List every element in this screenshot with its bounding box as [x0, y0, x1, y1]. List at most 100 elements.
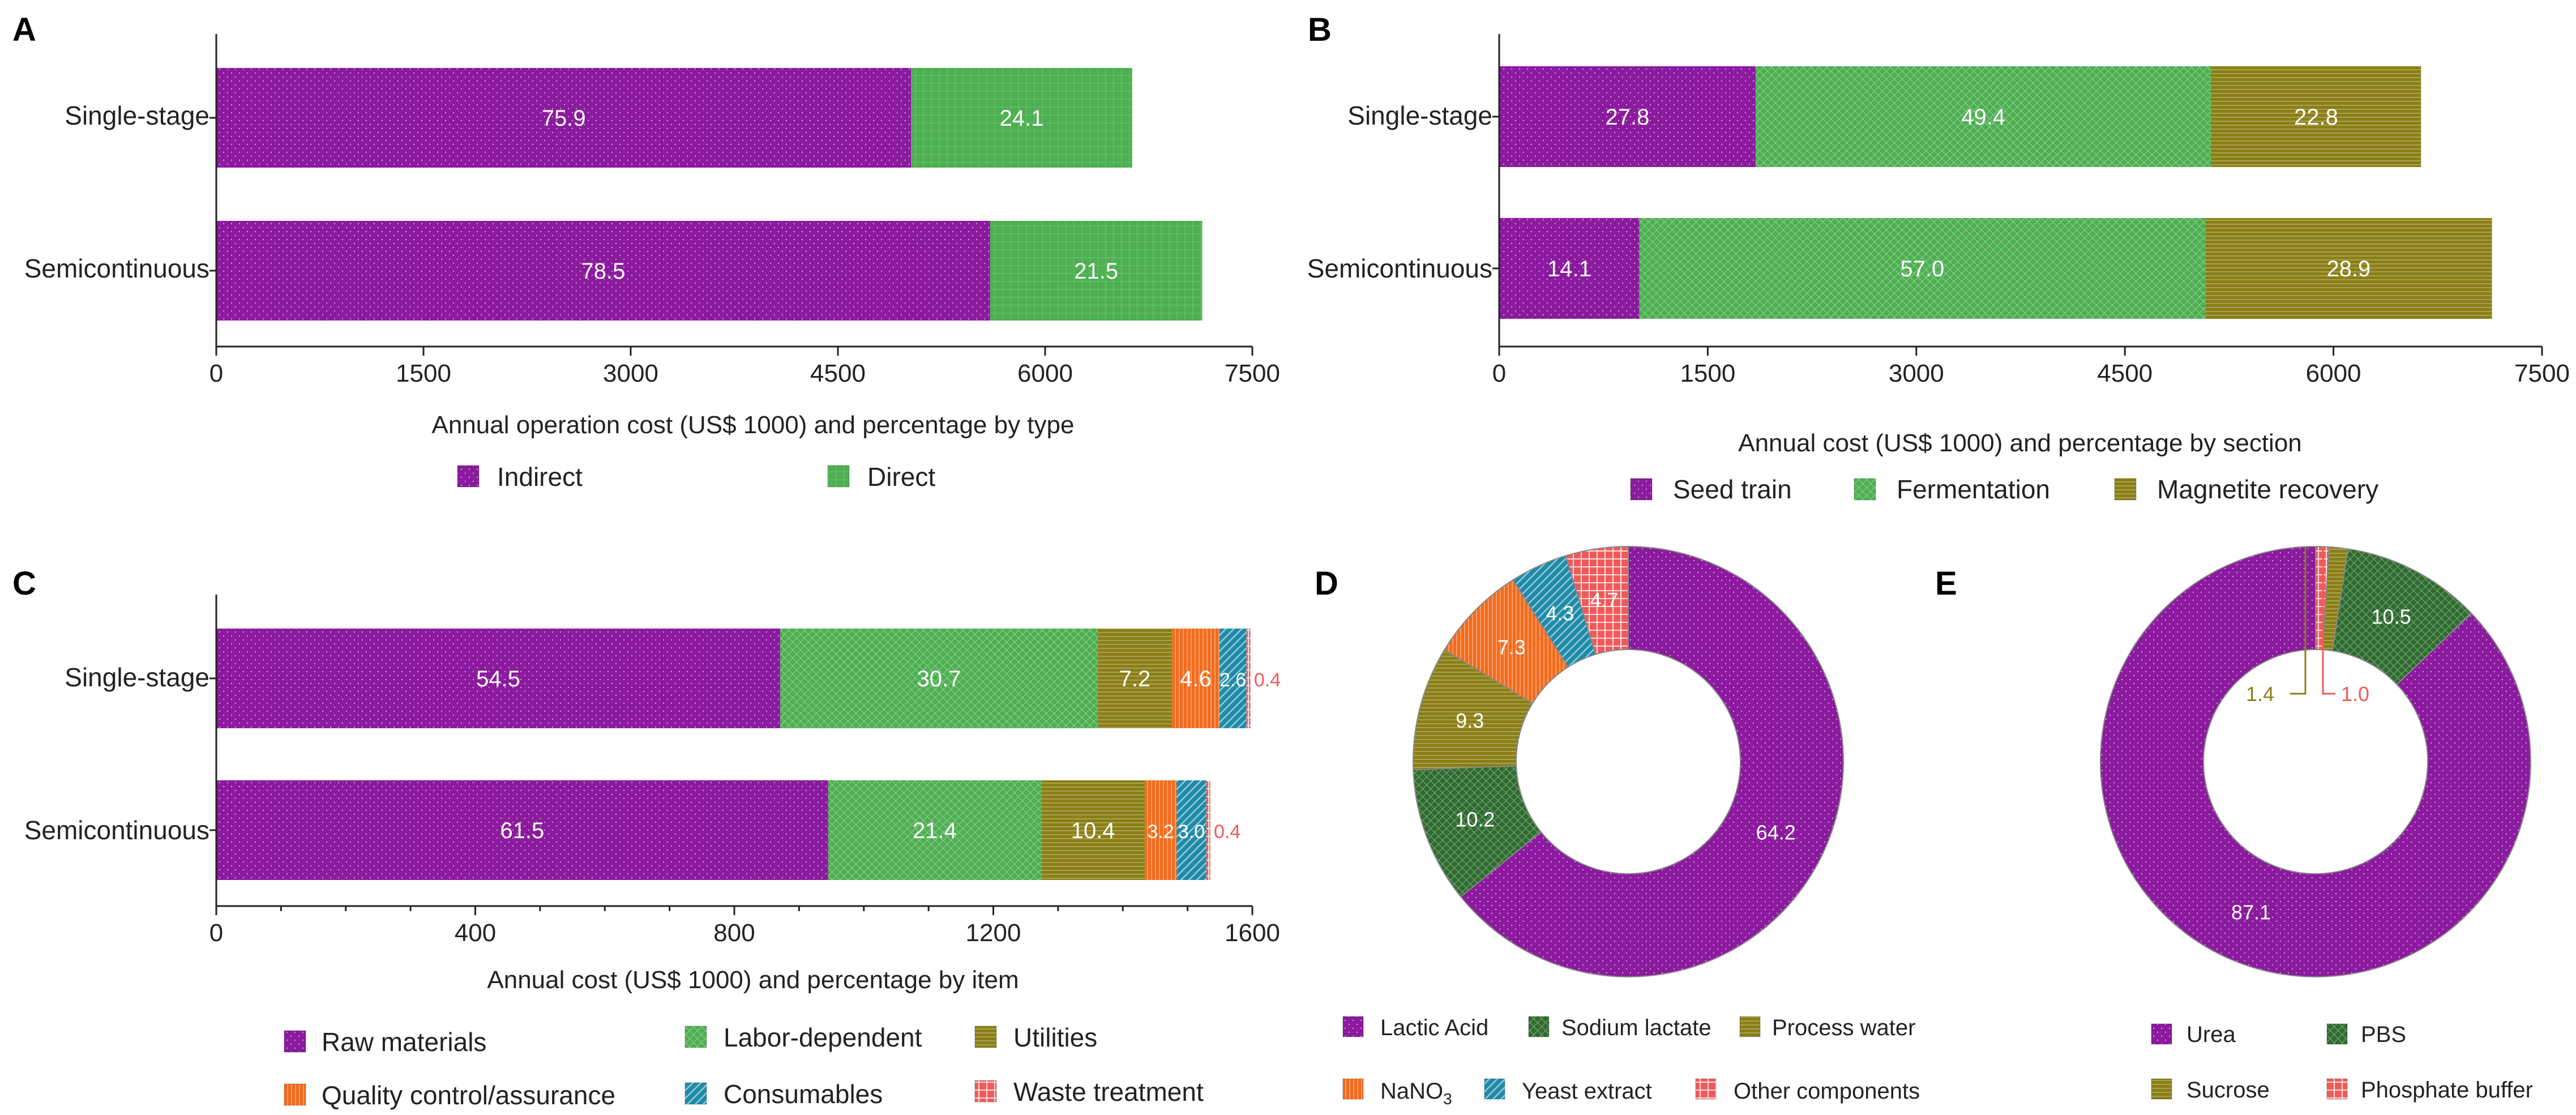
panel-e-slice-label-pbs: 10.5: [2372, 605, 2411, 629]
panel-c-bar-label-semicontinuous-raw-materials: 61.5: [500, 818, 544, 843]
panel-e-leader-phosphate-buffer: [2322, 547, 2335, 695]
panel-e-donut: 87.1 10.5 1.4 1.0: [2099, 545, 2531, 977]
panel-d-donut: 64.2 10.2 9.3 7.3 4.3 4.7: [1413, 545, 1844, 977]
panel-b-x-axis-title: Annual cost (US$ 1000) and percentage by…: [1738, 429, 2302, 457]
legend-label-process-water: Process water: [1772, 1015, 1915, 1040]
panel-c-bar-semicontinuous-labor-dependent: [828, 780, 1042, 880]
panel-b-tick-label: 4500: [2097, 360, 2153, 387]
legend-swatch-direct: [827, 465, 850, 488]
legend-swatch-pbs: [2326, 1023, 2348, 1045]
panel-a-tick-label: 4500: [810, 360, 866, 387]
legend-label-indirect: Indirect: [497, 462, 583, 492]
panel-d-legend: Lactic Acid Sodium lactate Process water…: [1342, 1015, 1920, 1108]
legend-label-direct: Direct: [867, 462, 935, 492]
panel-a-bar-single-stage-direct: [911, 68, 1132, 168]
panel-b-bar-semicontinuous-seed-train: [1499, 218, 1640, 319]
legend-swatch-phosphate-buffer: [2326, 1078, 2348, 1100]
panel-e: E 87.1 10.5 1.4 1.0 Urea PBS Sucrose Phosph…: [1935, 545, 2533, 1103]
panel-b-bar-label-single-stage-seed-train: 27.8: [1606, 105, 1650, 130]
panel-d-slice-lactic-acid: [1460, 545, 1844, 977]
legend-label-nano3: NaNO3: [1380, 1079, 1452, 1108]
panel-c-bar-label-semicontinuous-labor-dependent: 21.4: [913, 818, 957, 843]
legend-label-fermentation: Fermentation: [1897, 475, 2050, 504]
panel-b-category-single-stage: Single-stage: [1347, 101, 1492, 130]
panel-b-bar-label-single-stage-magnetite-recovery: 22.8: [2294, 105, 2338, 130]
panel-c: C Single-stage Semicontinuous 54.5 30.7 7.…: [12, 565, 1281, 1110]
legend-label-lactic-acid: Lactic Acid: [1380, 1015, 1488, 1040]
panel-c-tick-label: 800: [713, 919, 755, 947]
panel-c-bar-label-semicontinuous-utilities: 10.4: [1071, 818, 1115, 843]
panel-d-letter: D: [1315, 565, 1338, 602]
panel-a: A Single-stage Semicontinuous 75.9 24.1 78…: [12, 11, 1280, 492]
panel-c-bar-label-single-stage-utilities: 7.2: [1119, 667, 1151, 691]
legend-label-nano3-subscript: 3: [1443, 1090, 1452, 1108]
panel-c-tick-label: 0: [209, 919, 223, 947]
legend-label-quality-control: Quality control/assurance: [322, 1080, 615, 1110]
legend-label-sucrose: Sucrose: [2186, 1078, 2270, 1103]
panel-d-slice-label-other-components: 4.7: [1590, 588, 1618, 612]
panel-c-bars: 54.5 30.7 7.2 4.6 2.6 0.4 61.5 21.4 10.4 3.2 3.0 0.…: [216, 629, 1281, 880]
legend-swatch-process-water: [1739, 1016, 1761, 1037]
panel-c-tick-label: 400: [455, 919, 496, 947]
panel-b-category-semicontinuous: Semicontinuous: [1307, 254, 1492, 283]
panel-b-bar-single-stage-magnetite-recovery: [2211, 66, 2421, 167]
legend-swatch-seed-train: [1630, 478, 1653, 501]
panel-a-bar-single-stage-indirect: [216, 68, 912, 168]
panel-c-bar-label-single-stage-consumables: 2.6: [1219, 669, 1246, 691]
legend-swatch-consumables: [684, 1082, 707, 1105]
panel-a-bar-label-semicontinuous-indirect: 78.5: [581, 259, 626, 284]
panel-a-x-axis: 0 1500 3000 4500 6000 7500: [209, 34, 1280, 387]
panel-c-bar-single-stage-labor-dependent: [780, 629, 1098, 728]
panel-c-x-axis: 0 400 800 1200 1600: [209, 595, 1280, 947]
legend-swatch-sodium-lactate: [1528, 1016, 1550, 1037]
panel-d-slice-other-components: [1565, 545, 1629, 655]
legend-label-other-components: Other components: [1734, 1079, 1920, 1104]
panel-c-bar-label-single-stage-quality-control-assurance: 4.6: [1180, 667, 1212, 691]
panel-d-slice-label-process-water: 9.3: [1456, 709, 1484, 732]
panel-b-bar-label-semicontinuous-magnetite-recovery: 28.9: [2326, 257, 2370, 281]
panel-e-slice-label-urea: 87.1: [2231, 901, 2271, 924]
panel-a-tick-label: 0: [209, 360, 223, 387]
panel-a-letter: A: [12, 11, 36, 48]
panel-a-tick-label: 3000: [603, 360, 658, 387]
legend-swatch-nano3: [1342, 1078, 1364, 1100]
panel-b-tick-label: 6000: [2306, 360, 2361, 387]
panel-b-bar-single-stage-seed-train: [1499, 66, 1756, 167]
legend-label-magnetite-recovery: Magnetite recovery: [2157, 475, 2378, 504]
panel-c-bar-label-single-stage-waste-treatment: 0.4: [1254, 669, 1281, 691]
legend-label-consumables: Consumables: [724, 1079, 883, 1109]
legend-label-urea: Urea: [2186, 1022, 2236, 1047]
legend-swatch-utilities: [974, 1026, 997, 1048]
panel-b-bar-label-semicontinuous-fermentation: 57.0: [1900, 257, 1944, 281]
panel-a-category-semicontinuous: Semicontinuous: [24, 254, 209, 283]
panel-a-bar-label-single-stage-indirect: 75.9: [542, 106, 586, 131]
panel-a-tick-label: 1500: [396, 360, 451, 387]
panel-e-letter: E: [1935, 565, 1957, 602]
panel-b-tick-label: 7500: [2514, 360, 2570, 387]
panel-d-slice-label-nano3: 7.3: [1497, 636, 1526, 659]
legend-swatch-sucrose: [2151, 1078, 2172, 1100]
legend-swatch-urea: [2151, 1023, 2172, 1045]
panel-b: B Single-stage Semicontinuous 27.8 49.4 22…: [1307, 11, 2570, 504]
panel-c-x-axis-title: Annual cost (US$ 1000) and percentage by…: [487, 966, 1019, 994]
panel-b-x-axis: 0 1500 3000 4500 6000 7500: [1492, 34, 2570, 387]
legend-label-waste-treatment: Waste treatment: [1013, 1077, 1204, 1107]
legend-label-pbs: PBS: [2361, 1022, 2406, 1047]
panel-c-bar-semicontinuous-raw-materials: [216, 780, 828, 880]
panel-c-bar-label-semicontinuous-consumables: 3.0: [1178, 821, 1205, 843]
legend-label-phosphate-buffer: Phosphate buffer: [2361, 1078, 2533, 1103]
panel-e-leader-sucrose: [2290, 547, 2307, 695]
legend-label-utilities: Utilities: [1013, 1023, 1097, 1052]
panel-a-legend: Indirect Direct: [457, 462, 935, 492]
legend-swatch-quality-control: [284, 1083, 306, 1106]
panel-c-letter: C: [12, 565, 36, 602]
legend-swatch-raw-materials: [284, 1030, 306, 1053]
panel-c-bar-semicontinuous-utilities: [1041, 780, 1145, 880]
panel-d: D 64.2 10.2 9.3 7.3 4.3 4.7 Lactic Acid Sodiu…: [1315, 545, 1920, 1108]
panel-b-letter: B: [1308, 11, 1332, 48]
panel-b-bar-label-semicontinuous-seed-train: 14.1: [1547, 257, 1591, 281]
panel-d-slice-label-lactic-acid: 64.2: [1756, 821, 1796, 844]
panel-b-bars: 27.8 49.4 22.8 14.1 57.0 28.9: [1499, 66, 2492, 319]
panel-b-bar-label-single-stage-fermentation: 49.4: [1961, 105, 2005, 130]
